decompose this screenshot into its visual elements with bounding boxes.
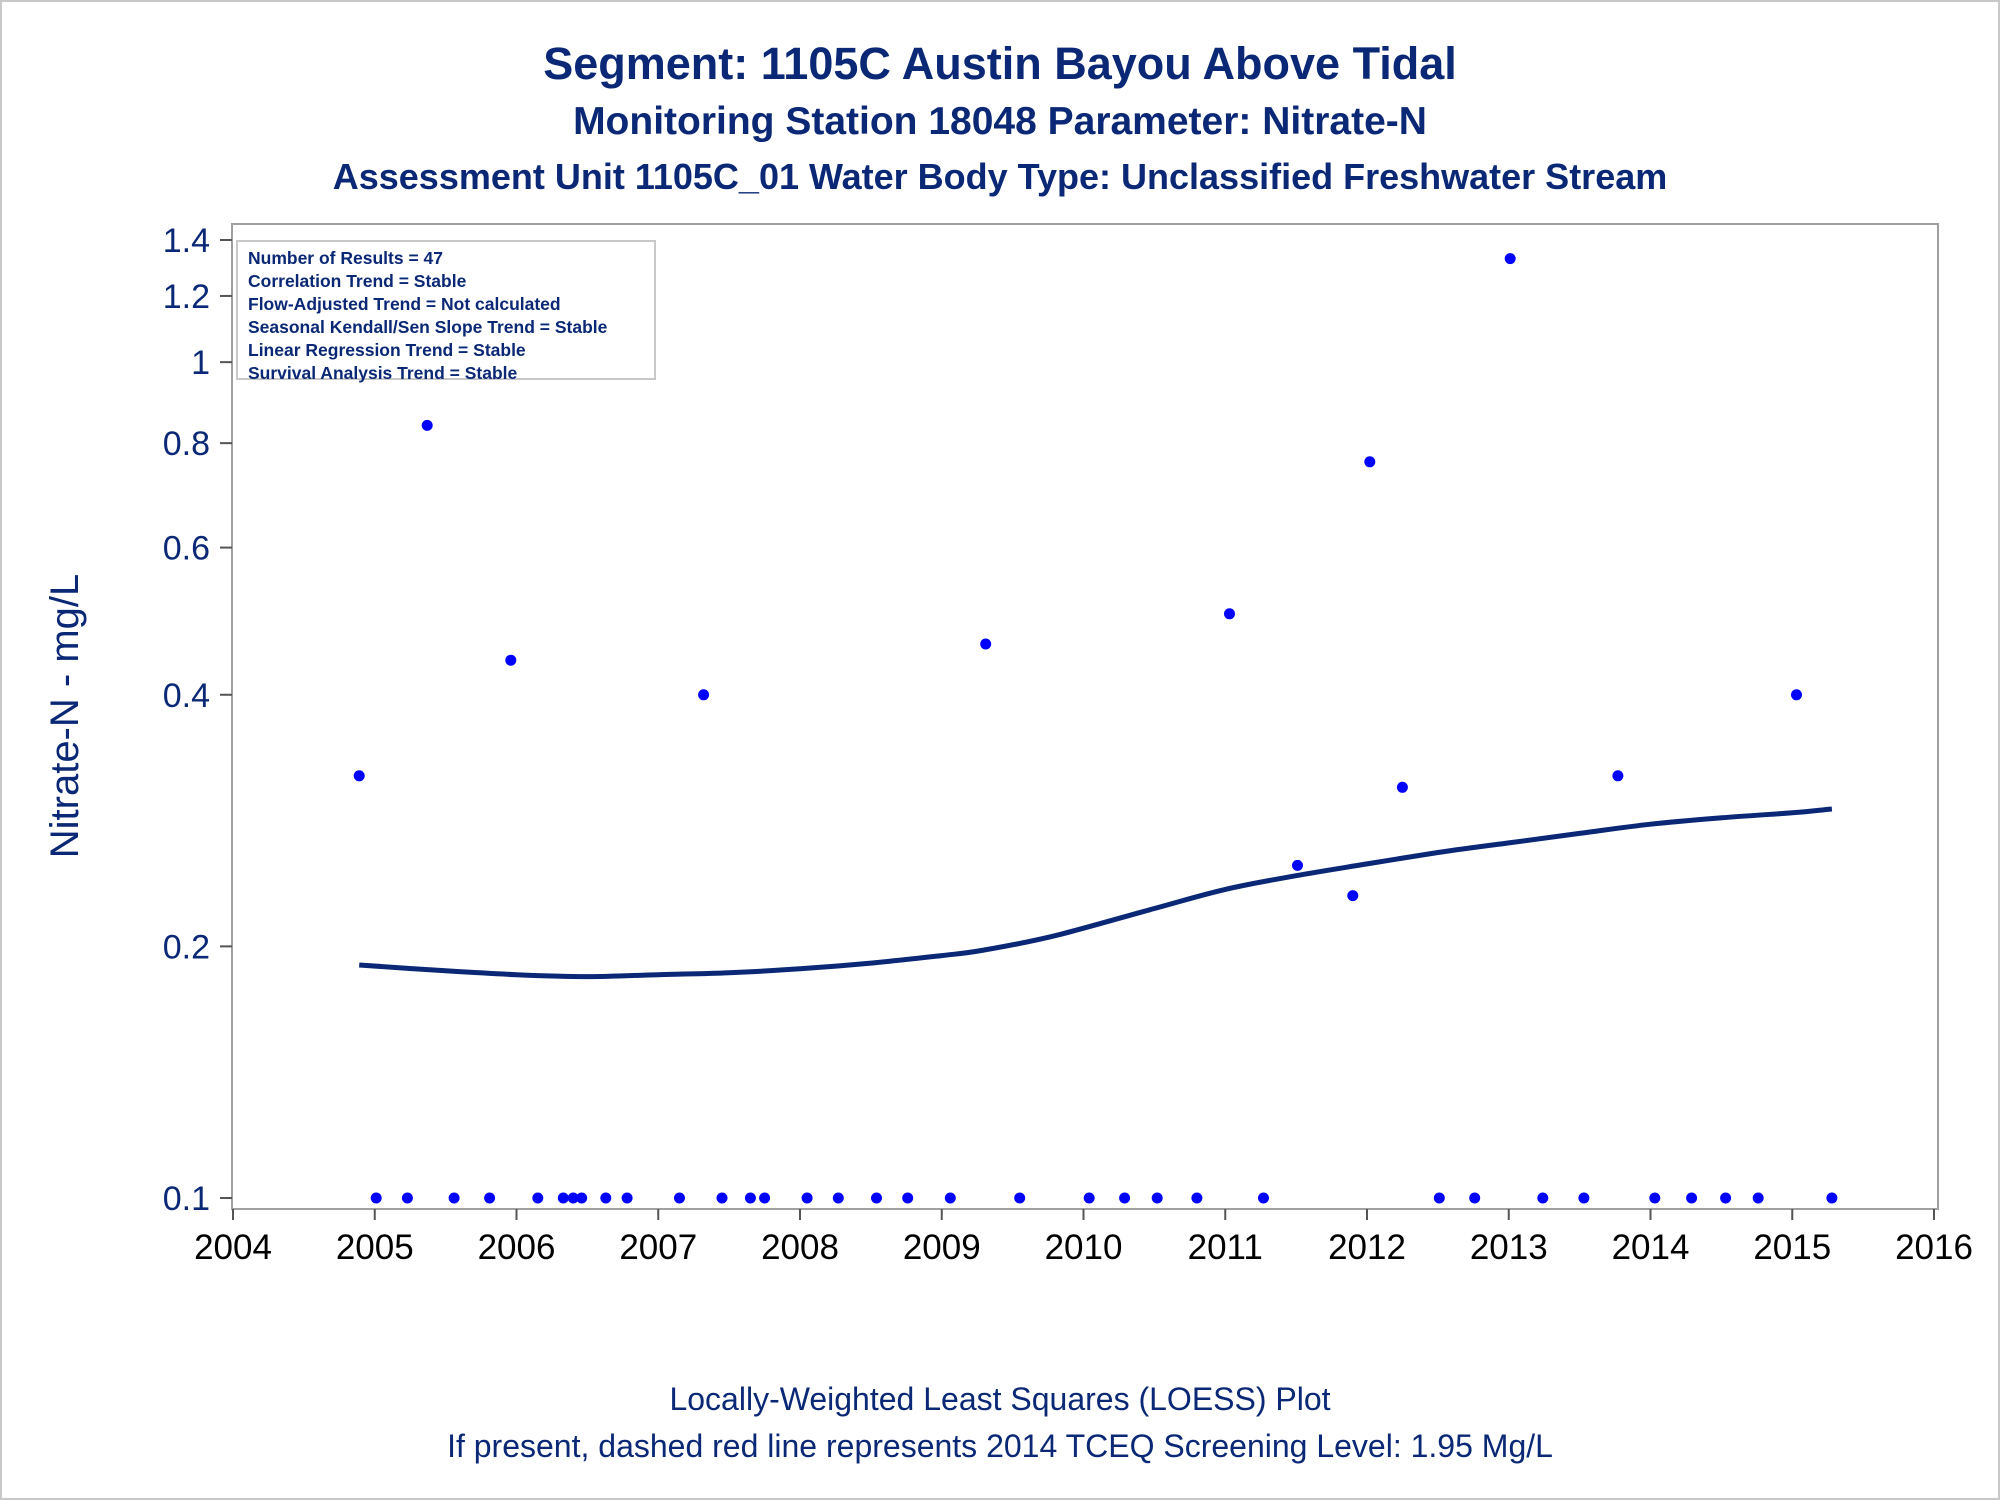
data-point bbox=[1014, 1192, 1026, 1204]
data-point bbox=[621, 1192, 633, 1204]
x-tick-label: 2009 bbox=[903, 1228, 981, 1267]
y-tick-label: 0.8 bbox=[163, 425, 210, 463]
y-tick-label: 0.1 bbox=[163, 1180, 210, 1218]
data-point bbox=[1752, 1192, 1764, 1204]
data-point bbox=[1826, 1192, 1838, 1204]
data-point bbox=[401, 1192, 413, 1204]
data-point bbox=[759, 1192, 771, 1204]
data-point bbox=[1686, 1192, 1698, 1204]
data-point bbox=[1292, 859, 1303, 871]
data-point bbox=[716, 1192, 728, 1204]
data-point bbox=[532, 1192, 544, 1204]
x-tick-label: 2014 bbox=[1612, 1228, 1690, 1267]
data-point bbox=[1364, 456, 1376, 468]
chart-subtitle-station: Monitoring Station 18048 Parameter: Nitr… bbox=[573, 100, 1427, 143]
data-point bbox=[1433, 1192, 1445, 1204]
x-tick-label: 2011 bbox=[1188, 1228, 1263, 1267]
stat-number-of-results: Number of Results = 47 bbox=[248, 248, 443, 268]
data-point bbox=[1191, 1192, 1203, 1204]
data-point bbox=[1224, 608, 1235, 620]
stat-linear-regression-trend: Linear Regression Trend = Stable bbox=[248, 340, 526, 360]
y-tick-label: 0.4 bbox=[163, 677, 210, 715]
x-tick-label: 2015 bbox=[1753, 1228, 1831, 1267]
data-point bbox=[1151, 1192, 1163, 1204]
x-tick-label: 2016 bbox=[1895, 1228, 1973, 1267]
y-axis: 0.1 0.2 0.4 0.6 0.8 1 1.2 1.4 bbox=[163, 222, 232, 1218]
data-point bbox=[832, 1192, 844, 1204]
data-point bbox=[557, 1192, 569, 1204]
x-tick-label: 2012 bbox=[1328, 1228, 1406, 1267]
data-point bbox=[674, 1192, 685, 1204]
y-tick-label: 1.2 bbox=[163, 278, 210, 316]
data-point bbox=[1578, 1192, 1590, 1204]
data-point bbox=[600, 1192, 612, 1204]
data-points bbox=[353, 253, 1838, 1204]
x-tick-label: 2004 bbox=[194, 1228, 272, 1267]
y-tick-label: 1.4 bbox=[163, 222, 210, 260]
data-point bbox=[1791, 689, 1802, 701]
data-point bbox=[1258, 1192, 1269, 1204]
stat-flow-adjusted-trend: Flow-Adjusted Trend = Not calculated bbox=[248, 294, 561, 314]
stat-seasonal-kendall-trend: Seasonal Kendall/Sen Slope Trend = Stabl… bbox=[248, 317, 608, 337]
data-point bbox=[1537, 1192, 1549, 1204]
data-point bbox=[1469, 1192, 1481, 1204]
data-point bbox=[698, 689, 710, 701]
loess-trend-line bbox=[359, 806, 1833, 980]
data-point bbox=[1504, 253, 1516, 265]
trend-stats-box: Number of Results = 47 Correlation Trend… bbox=[236, 240, 656, 383]
y-axis-label: Nitrate-N - mg/L bbox=[43, 574, 87, 859]
data-point bbox=[980, 638, 992, 650]
footnote-loess: Locally-Weighted Least Squares (LOESS) P… bbox=[669, 1381, 1331, 1417]
loess-layer bbox=[359, 806, 1833, 980]
y-tick-label: 0.2 bbox=[163, 928, 210, 966]
data-point bbox=[871, 1192, 882, 1204]
x-tick-label: 2008 bbox=[761, 1228, 839, 1267]
data-point bbox=[1347, 890, 1359, 902]
data-point bbox=[484, 1192, 496, 1204]
footnote-screening-level: If present, dashed red line represents 2… bbox=[447, 1428, 1553, 1464]
data-point bbox=[801, 1192, 813, 1204]
x-tick-label: 2010 bbox=[1045, 1228, 1123, 1267]
x-axis: 2004 2005 2006 2007 2008 2009 2010 2011 2012 2013… bbox=[194, 1208, 1973, 1267]
data-point bbox=[1720, 1192, 1732, 1204]
data-point bbox=[353, 770, 365, 782]
x-tick-label: 2006 bbox=[478, 1228, 556, 1267]
y-tick-label: 0.6 bbox=[163, 530, 210, 568]
data-point bbox=[1649, 1192, 1661, 1204]
data-point bbox=[1612, 770, 1624, 782]
data-point bbox=[448, 1192, 460, 1204]
data-point bbox=[944, 1192, 956, 1204]
plot-area bbox=[231, 223, 1939, 1210]
stat-correlation-trend: Correlation Trend = Stable bbox=[248, 271, 467, 291]
x-tick-label: 2013 bbox=[1470, 1228, 1548, 1267]
data-point bbox=[505, 654, 517, 666]
data-point bbox=[576, 1192, 588, 1204]
data-point bbox=[902, 1192, 914, 1204]
chart-title: Segment: 1105C Austin Bayou Above Tidal bbox=[543, 38, 1457, 89]
y-tick-label: 1 bbox=[191, 344, 210, 382]
x-tick-label: 2005 bbox=[336, 1228, 414, 1267]
x-tick-label: 2007 bbox=[619, 1228, 697, 1267]
chart-subtitle-assessment: Assessment Unit 1105C_01 Water Body Type… bbox=[332, 156, 1668, 197]
data-point bbox=[744, 1192, 756, 1204]
data-point bbox=[1396, 781, 1408, 793]
data-point bbox=[1119, 1192, 1131, 1204]
stat-survival-analysis-trend: Survival Analysis Trend = Stable bbox=[248, 363, 518, 383]
data-point bbox=[1083, 1192, 1095, 1204]
data-point bbox=[370, 1192, 382, 1204]
data-point bbox=[421, 419, 433, 431]
data-point bbox=[567, 1192, 579, 1204]
